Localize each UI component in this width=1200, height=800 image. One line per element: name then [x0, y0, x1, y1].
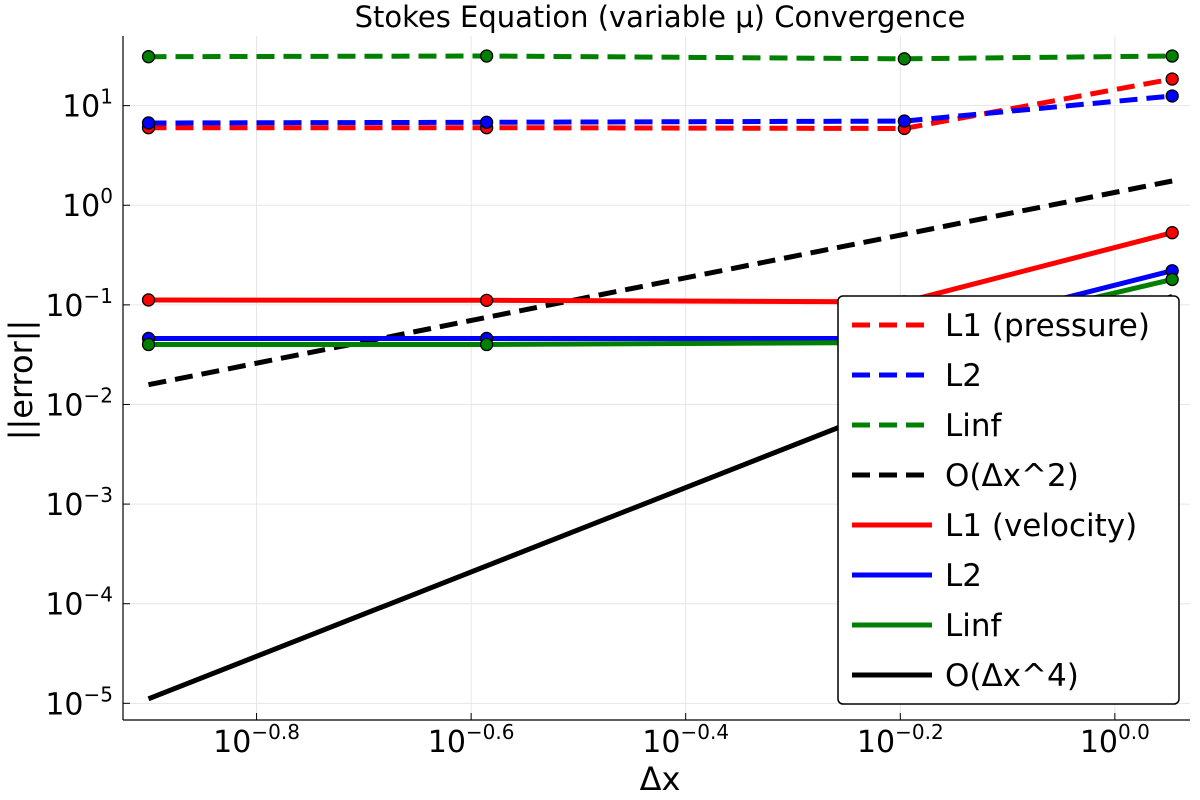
- x-tick-label-base: 10: [642, 725, 680, 760]
- y-tick-label-exponent: 1: [100, 85, 113, 109]
- legend-label: Linf: [945, 408, 1003, 444]
- x-tick-label-base: 10: [213, 725, 251, 760]
- series-line: [148, 230, 1173, 305]
- data-point: [141, 337, 156, 352]
- legend-label: L2: [945, 358, 982, 394]
- data-point: [479, 337, 494, 352]
- legend-label: L2: [945, 558, 982, 594]
- x-axis-title: Δx: [640, 760, 681, 798]
- x-tick-label: 10−0.4: [642, 720, 729, 760]
- x-tick-label: 10−0.6: [428, 720, 515, 760]
- y-tick-label-exponent: −5: [84, 682, 113, 706]
- y-tick-label: 10−1: [45, 284, 113, 324]
- x-tick-label-exponent: −0.2: [895, 720, 944, 744]
- data-point: [1165, 49, 1179, 63]
- data-point: [897, 52, 911, 66]
- y-tick-label-exponent: −4: [84, 583, 113, 607]
- y-tick-label: 10−4: [45, 583, 113, 623]
- series-linf-dashed: [141, 49, 1179, 66]
- data-point: [1165, 272, 1179, 287]
- series-l2-dashed: [141, 89, 1179, 130]
- series-line: [148, 76, 1173, 131]
- series-line: [148, 178, 1173, 388]
- y-tick-label: 10−5: [45, 682, 113, 722]
- y-tick-label-base: 10: [62, 90, 100, 125]
- data-point: [1165, 72, 1179, 86]
- y-tick-label: 10−2: [45, 383, 113, 423]
- data-point: [141, 293, 156, 307]
- legend-box: [837, 295, 1180, 705]
- y-axis-title: ||error||: [2, 320, 40, 441]
- y-tick-label-base: 10: [45, 388, 83, 423]
- legend-label: L1 (velocity): [945, 508, 1137, 544]
- data-point: [1165, 89, 1179, 103]
- x-tick-label-exponent: −0.4: [680, 720, 729, 744]
- y-tick-label-base: 10: [45, 488, 83, 523]
- legend-label: Linf: [945, 608, 1003, 644]
- legend: L1 (pressure) L2 Linf O(Δx^2) L1 (velocity) L…: [837, 295, 1180, 705]
- y-tick-label-base: 10: [62, 189, 100, 224]
- y-tick-label-base: 10: [45, 289, 83, 324]
- data-point: [141, 50, 156, 64]
- y-tick-label-base: 10: [45, 588, 83, 623]
- legend-label: O(Δx^2): [945, 458, 1079, 494]
- x-tick-label: 10−0.8: [213, 720, 300, 760]
- x-tick-label: 10−0.2: [857, 720, 944, 760]
- y-tick-label-exponent: −3: [84, 483, 113, 507]
- series-l1-pressure-dashed: [141, 72, 1179, 136]
- series-line: [148, 93, 1173, 126]
- series-lines: [141, 49, 1179, 702]
- y-tick-label: 100: [62, 184, 113, 224]
- data-point: [479, 293, 494, 307]
- y-tick-label-exponent: 0: [100, 184, 113, 208]
- data-point: [1165, 226, 1179, 240]
- data-point: [479, 49, 494, 63]
- x-tick-label-exponent: −0.6: [466, 720, 515, 744]
- legend-label: L1 (pressure): [945, 308, 1150, 344]
- x-tick-label-base: 10: [1080, 725, 1118, 760]
- y-tick-label: 101: [62, 85, 113, 125]
- x-tick-label: 100.0: [1080, 720, 1150, 760]
- x-tick-label-base: 10: [428, 725, 466, 760]
- data-point: [141, 116, 156, 130]
- series-line: [148, 53, 1173, 62]
- chart-title: Stokes Equation (variable μ) Convergence: [355, 0, 966, 34]
- x-tick-label-base: 10: [857, 725, 895, 760]
- series-o-x-2-dashed: [148, 178, 1173, 388]
- y-tick-label: 10−3: [45, 483, 113, 523]
- y-tick-label-base: 10: [45, 687, 83, 722]
- axes: 10−0.8 10−0.6 10−0.4 10−0.2 100.010−510−410−…: [45, 36, 1190, 760]
- x-tick-label-exponent: −0.8: [251, 720, 300, 744]
- legend-label: O(Δx^4): [945, 658, 1079, 694]
- data-point: [897, 114, 911, 128]
- y-tick-label-exponent: −1: [84, 284, 113, 308]
- data-point: [479, 115, 494, 129]
- x-tick-label-exponent: 0.0: [1118, 720, 1150, 744]
- y-tick-label-exponent: −2: [84, 383, 113, 407]
